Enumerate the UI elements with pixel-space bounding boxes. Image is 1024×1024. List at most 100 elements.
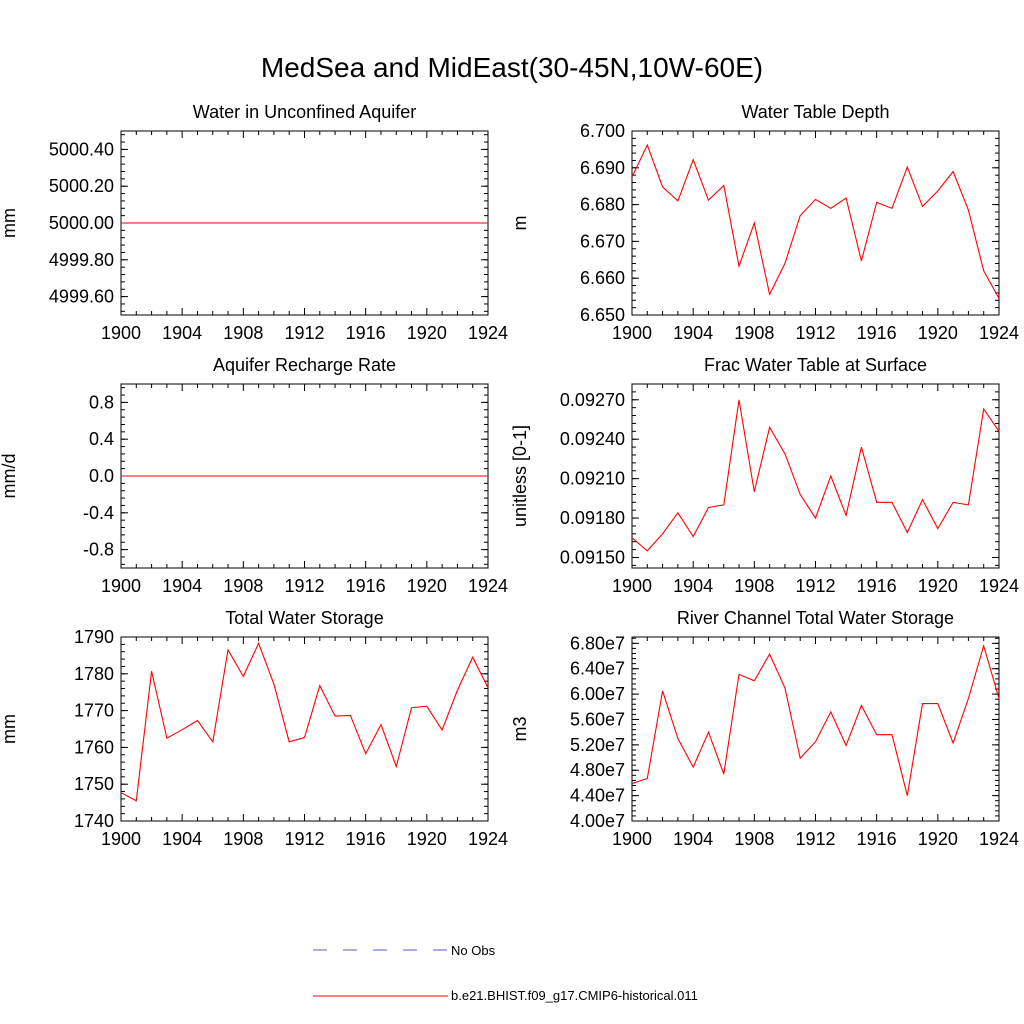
x-tick-label: 1920 xyxy=(918,829,958,849)
y-tick-label: 6.660 xyxy=(580,268,625,288)
y-tick-label: 5000.40 xyxy=(49,139,114,159)
chart-panel-3: Aquifer Recharge Rate mm/d 1900 1904 1908 191… xyxy=(0,355,508,596)
panel-title: Aquifer Recharge Rate xyxy=(213,355,396,375)
y-tick-label: 0.4 xyxy=(89,429,114,449)
x-tick-label: 1916 xyxy=(346,829,386,849)
x-tick-label: 1900 xyxy=(612,576,652,596)
panel-title: Total Water Storage xyxy=(225,608,383,628)
x-tick-label: 1908 xyxy=(734,323,774,343)
x-tick-label: 1904 xyxy=(162,323,202,343)
x-tick-label: 1916 xyxy=(857,323,897,343)
x-tick-label: 1908 xyxy=(223,323,263,343)
chart-panel-6: River Channel Total Water Storage m3 1900 1… xyxy=(510,608,1019,849)
x-tick-label: 1912 xyxy=(795,829,835,849)
panel-title: River Channel Total Water Storage xyxy=(677,608,954,628)
y-tick-label: 4.00e7 xyxy=(570,811,625,831)
y-tick-label: 0.09240 xyxy=(560,429,625,449)
y-tick-label: 4.80e7 xyxy=(570,760,625,780)
panel-title: Frac Water Table at Surface xyxy=(704,355,927,375)
y-tick-label: 1790 xyxy=(74,627,114,647)
x-tick-label: 1900 xyxy=(612,829,652,849)
y-axis-label: mm xyxy=(0,208,19,238)
x-tick-label: 1912 xyxy=(795,323,835,343)
x-tick-label: 1920 xyxy=(407,576,447,596)
x-tick-label: 1924 xyxy=(979,829,1019,849)
chart-panel-1: Water in Unconfined Aquifer mm 1900 1904 190… xyxy=(0,102,508,343)
y-tick-label: 1760 xyxy=(74,737,114,757)
y-axis-label: m xyxy=(510,216,530,231)
y-tick-label: 6.670 xyxy=(580,231,625,251)
y-tick-label: 0.8 xyxy=(89,392,114,412)
x-tick-label: 1916 xyxy=(857,576,897,596)
y-tick-label: -0.4 xyxy=(83,503,114,523)
x-tick-label: 1924 xyxy=(468,829,508,849)
x-tick-label: 1916 xyxy=(857,829,897,849)
main-title: MedSea and MidEast(30-45N,10W-60E) xyxy=(260,52,764,83)
x-tick-label: 1920 xyxy=(918,576,958,596)
y-tick-label: 1770 xyxy=(74,701,114,721)
y-axis-label: mm/d xyxy=(0,454,19,499)
y-tick-label: -0.8 xyxy=(83,540,114,560)
series-line xyxy=(631,399,1000,552)
y-tick-label: 1740 xyxy=(74,811,114,831)
x-tick-label: 1924 xyxy=(468,576,508,596)
x-tick-label: 1920 xyxy=(407,323,447,343)
y-tick-label: 5000.20 xyxy=(49,176,114,196)
panel-title: Water Table Depth xyxy=(741,102,889,122)
x-tick-label: 1924 xyxy=(979,323,1019,343)
panel-title: Water in Unconfined Aquifer xyxy=(193,102,416,122)
x-tick-label: 1900 xyxy=(612,323,652,343)
series-line xyxy=(631,643,1000,796)
x-tick-label: 1904 xyxy=(673,323,713,343)
y-axis-label: unitless [0-1] xyxy=(510,425,530,527)
y-tick-label: 0.09180 xyxy=(560,508,625,528)
x-tick-label: 1900 xyxy=(101,576,141,596)
series-line xyxy=(120,641,489,802)
x-tick-label: 1900 xyxy=(101,829,141,849)
y-tick-label: 0.09270 xyxy=(560,390,625,410)
y-tick-label: 1780 xyxy=(74,664,114,684)
y-tick-label: 6.650 xyxy=(580,305,625,325)
y-tick-label: 6.40e7 xyxy=(570,659,625,679)
x-tick-label: 1904 xyxy=(162,576,202,596)
x-tick-label: 1908 xyxy=(223,829,263,849)
plot-frame xyxy=(120,636,489,822)
y-tick-label: 0.09210 xyxy=(560,469,625,489)
legend: No Obs b.e21.BHIST.f09_g17.CMIP6-historic… xyxy=(313,943,698,1003)
plot-frame xyxy=(631,383,1000,569)
x-tick-label: 1900 xyxy=(101,323,141,343)
legend-label-no-obs: No Obs xyxy=(451,943,496,958)
x-tick-label: 1924 xyxy=(468,323,508,343)
x-tick-label: 1904 xyxy=(162,829,202,849)
series-line xyxy=(631,143,1000,299)
y-tick-label: 1750 xyxy=(74,774,114,794)
y-tick-label: 5.60e7 xyxy=(570,709,625,729)
y-tick-label: 6.80e7 xyxy=(570,633,625,653)
x-tick-label: 1920 xyxy=(918,323,958,343)
x-tick-label: 1912 xyxy=(284,323,324,343)
x-tick-label: 1908 xyxy=(734,576,774,596)
plot-frame xyxy=(631,636,1000,822)
y-tick-label: 6.690 xyxy=(580,158,625,178)
legend-label-model: b.e21.BHIST.f09_g17.CMIP6-historical.011 xyxy=(451,988,698,1003)
y-tick-label: 4999.60 xyxy=(49,287,114,307)
x-tick-label: 1904 xyxy=(673,829,713,849)
y-tick-label: 6.700 xyxy=(580,121,625,141)
y-axis-label: m3 xyxy=(510,716,530,741)
chart-panel-5: Total Water Storage mm 1900 1904 1908 1912 191… xyxy=(0,608,508,849)
y-tick-label: 6.00e7 xyxy=(570,684,625,704)
y-tick-label: 4999.80 xyxy=(49,250,114,270)
y-axis-label: mm xyxy=(0,714,19,744)
x-tick-label: 1908 xyxy=(734,829,774,849)
x-tick-label: 1920 xyxy=(407,829,447,849)
x-tick-label: 1904 xyxy=(673,576,713,596)
chart-panel-4: Frac Water Table at Surface unitless [0-1… xyxy=(510,355,1019,596)
y-tick-label: 5000.00 xyxy=(49,213,114,233)
y-tick-label: 0.0 xyxy=(89,466,114,486)
x-tick-label: 1908 xyxy=(223,576,263,596)
plot-frame xyxy=(631,130,1000,316)
x-tick-label: 1916 xyxy=(346,323,386,343)
chart-panel-2: Water Table Depth m 1900 1904 1908 1912 1916 19… xyxy=(510,102,1019,343)
